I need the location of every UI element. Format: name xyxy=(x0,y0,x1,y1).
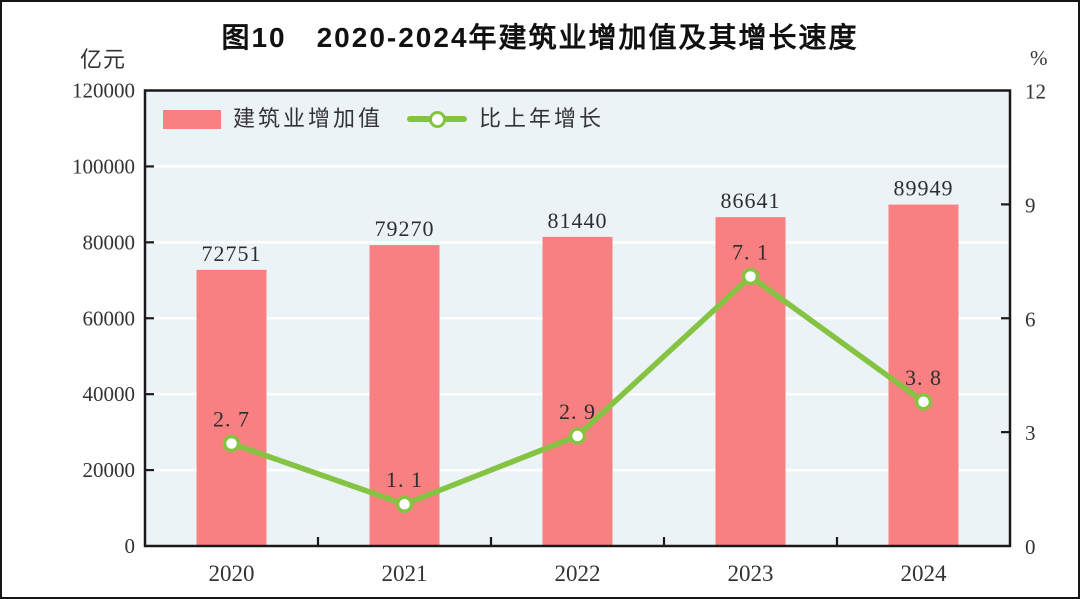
bar xyxy=(715,217,786,547)
left-axis-tick-label: 80000 xyxy=(83,230,136,254)
line-marker xyxy=(741,267,760,286)
bar-series-swatch-icon xyxy=(163,109,221,129)
x-axis-category-label: 2021 xyxy=(382,561,428,586)
line-series-legend-label: 比上年增长 xyxy=(479,106,605,131)
right-axis-tick-label: 0 xyxy=(1025,535,1036,559)
x-axis-category-label: 2020 xyxy=(209,561,255,586)
left-axis-tick-label: 120000 xyxy=(72,79,135,103)
line-marker xyxy=(395,495,414,513)
bar xyxy=(542,236,613,546)
right-axis-tick-label: 3 xyxy=(1025,421,1036,445)
left-axis-tick-label: 60000 xyxy=(83,306,136,330)
point-value-label: 3. 8 xyxy=(905,365,942,390)
bar xyxy=(888,204,959,546)
bar-series-legend-label: 建筑业增加值 xyxy=(233,106,384,131)
bar-value-label: 86641 xyxy=(721,188,781,213)
line-marker xyxy=(568,427,587,445)
bar-value-label: 89949 xyxy=(894,176,954,201)
point-value-label: 1. 1 xyxy=(386,467,423,492)
legend-marker-icon xyxy=(428,110,446,128)
right-axis-unit-label: % xyxy=(1030,46,1049,70)
bar-value-label: 81440 xyxy=(548,208,608,233)
right-axis-tick-label: 12 xyxy=(1025,80,1046,104)
point-value-label: 2. 7 xyxy=(213,407,250,432)
chart-title: 图10 2020-2024年建筑业增加值及其增长速度 xyxy=(221,22,859,53)
left-axis-tick-label: 20000 xyxy=(83,458,136,482)
right-axis-tick-label: 6 xyxy=(1025,307,1036,331)
right-axis-tick-label: 9 xyxy=(1025,193,1036,217)
left-axis-tick-label: 40000 xyxy=(83,382,136,406)
x-axis-category-label: 2024 xyxy=(901,561,948,586)
point-value-label: 2. 9 xyxy=(559,399,596,424)
x-axis-category-label: 2022 xyxy=(555,561,601,586)
line-series-swatch-icon xyxy=(407,109,468,129)
chart-legend: 建筑业增加值 比上年增长 xyxy=(163,105,604,133)
bar-value-label: 72751 xyxy=(202,241,262,266)
left-axis-tick-label: 100000 xyxy=(72,154,135,178)
line-marker xyxy=(222,434,241,453)
bar-value-label: 79270 xyxy=(375,216,435,241)
point-value-label: 7. 1 xyxy=(732,239,769,264)
left-axis-tick-label: 0 xyxy=(125,534,136,558)
left-axis-unit-label: 亿元 xyxy=(79,47,126,72)
x-axis-category-label: 2023 xyxy=(728,561,774,586)
bar xyxy=(196,269,267,546)
line-marker xyxy=(914,393,933,411)
